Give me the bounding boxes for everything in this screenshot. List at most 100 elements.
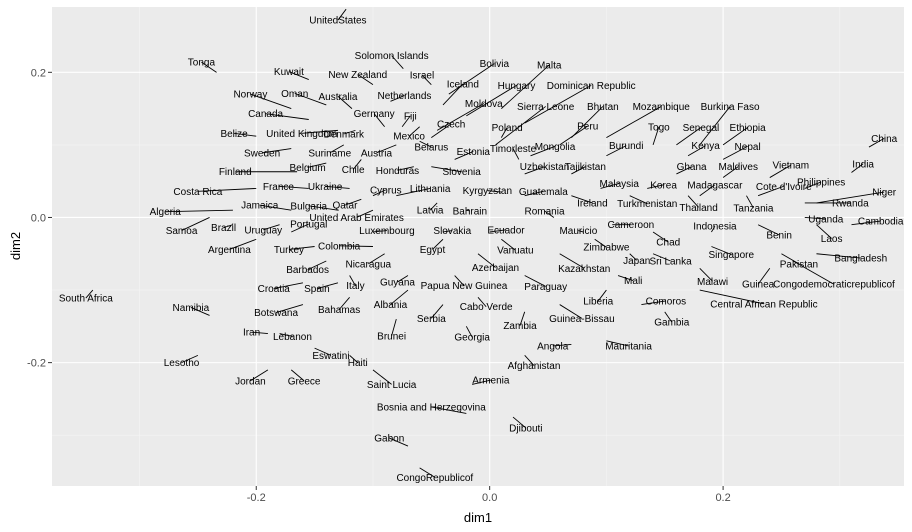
point-label: Honduras [376, 166, 419, 177]
point-segment [290, 369, 305, 382]
point-segment [337, 95, 353, 109]
point-label: Turkey [274, 245, 304, 256]
y-tick-label: -0.2 [27, 358, 46, 370]
point-segment [501, 64, 550, 109]
point-segment [368, 253, 385, 265]
point-segment [250, 93, 292, 110]
point-segment [477, 253, 496, 268]
point-label: Comoros [646, 296, 687, 307]
point-label: Cabo Verde [460, 302, 513, 313]
point-segment [372, 230, 388, 233]
point-segment [552, 344, 572, 347]
point-segment [851, 220, 881, 226]
point-segment [816, 224, 832, 239]
major-grid [52, 7, 904, 486]
point-label: Guinea-Bissau [549, 314, 615, 325]
x-tick-label: -0.2 [247, 492, 266, 504]
point-label: Guyana [380, 278, 415, 289]
point-label: Bahamas [318, 305, 360, 316]
point-label: United Kingdom [266, 129, 337, 140]
point-segment [307, 260, 327, 271]
point-label: Singapore [708, 250, 754, 261]
point-label: Angola [537, 341, 569, 352]
point-label: Chad [656, 238, 680, 249]
point-segment [571, 106, 604, 138]
point-segment [431, 166, 462, 173]
point-segment [629, 253, 638, 261]
point-segment [181, 217, 210, 231]
point-segment [356, 209, 374, 218]
point-segment [804, 217, 826, 220]
point-label: Philippines [797, 177, 845, 188]
point-segment [339, 245, 373, 247]
point-label: Costa Rica [173, 187, 222, 198]
point-label: Sweden [244, 148, 280, 159]
point-label: Jamaica [241, 201, 279, 212]
point-segment [329, 144, 345, 154]
point-segment [676, 166, 692, 175]
point-label: Djibouti [509, 423, 542, 434]
point-segment [687, 145, 706, 157]
point-label: Zimbabwe [583, 243, 630, 254]
point-segment [421, 74, 432, 85]
point-segment [676, 127, 702, 146]
point-segment [606, 340, 629, 347]
point-segment [519, 311, 526, 326]
point-segment [524, 275, 546, 287]
point-label: Hungary [498, 81, 536, 92]
point-segment [454, 151, 474, 160]
point-label: Peru [577, 122, 598, 133]
point-segment [349, 355, 359, 363]
point-label: India [852, 159, 874, 170]
point-segment [357, 74, 374, 86]
point-label: Bolivia [480, 59, 510, 70]
point-label: Israel [410, 71, 434, 82]
point-segment [816, 253, 861, 259]
point-segment [263, 224, 280, 231]
point-segment [223, 224, 234, 229]
point-label: Australia [318, 92, 357, 103]
point-segment [442, 230, 453, 233]
point-label: Portugal [290, 220, 327, 231]
point-label: Niger [872, 188, 897, 199]
point-segment [722, 145, 748, 160]
point-segment [757, 268, 771, 285]
point-segment [594, 238, 607, 248]
point-segment [181, 354, 199, 364]
point-label: Gambia [654, 317, 689, 328]
point-label: Lesotho [164, 358, 200, 369]
y-tick-label: 0.2 [31, 67, 46, 79]
point-segment [571, 195, 593, 204]
point-label: Jordan [235, 376, 266, 387]
point-label: Samoa [166, 226, 198, 237]
point-label: Slovenia [442, 167, 481, 178]
point-segment [408, 126, 420, 137]
point-segment [265, 113, 309, 120]
point-label: Kazakhstan [558, 264, 610, 275]
plot-panel [52, 7, 904, 486]
point-label: Georgia [454, 333, 490, 344]
point-label: Mali [624, 276, 642, 287]
point-segment [165, 209, 233, 213]
point-label: Ukraine [308, 182, 343, 193]
point-label: Botswana [254, 308, 298, 319]
point-segment [430, 304, 444, 319]
point-label: Luxembourg [359, 226, 415, 237]
point-label: Papua New Guinea [421, 281, 508, 292]
point-segment [279, 333, 293, 337]
point-label: Belarus [414, 143, 448, 154]
point-segment [301, 129, 338, 134]
point-label: Madagascar [687, 180, 743, 191]
point-segment [465, 326, 473, 338]
point-segment [278, 185, 309, 189]
point-segment [275, 304, 304, 313]
point-label: Turkmenistan [617, 199, 677, 210]
point-label: Mauritania [605, 341, 652, 352]
point-segment [559, 253, 585, 269]
point-label: Iceland [447, 79, 479, 90]
point-label: Solomon Islands [355, 51, 429, 62]
point-segment [273, 282, 304, 290]
point-label: Cameroon [608, 220, 655, 231]
point-segment [699, 184, 716, 197]
point-label: CongoRepublicof [396, 473, 473, 484]
